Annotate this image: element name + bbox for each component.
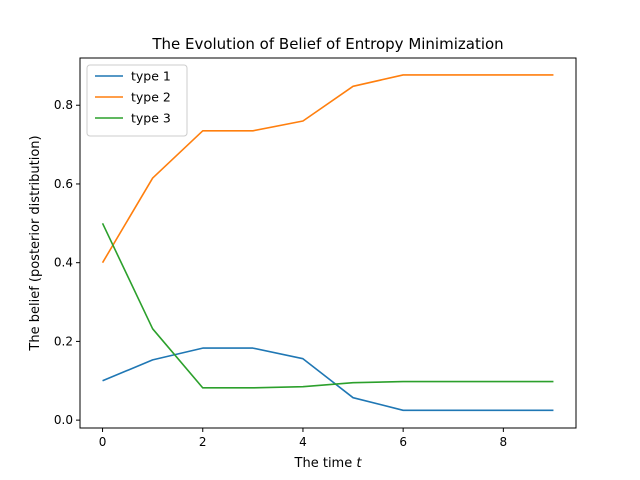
chart-title: The Evolution of Belief of Entropy Minim…	[151, 35, 503, 53]
x-axis-ticks: 0 2 4 6 8	[99, 428, 507, 449]
series-line-2	[101, 74, 554, 264]
y-tick-label: 0.2	[54, 334, 73, 348]
y-tick-label: 0.4	[54, 256, 73, 270]
legend-label-3: type 3	[131, 111, 171, 126]
plot-frame	[79, 57, 577, 429]
x-tick-label: 6	[399, 435, 407, 449]
x-tick-label: 2	[199, 435, 207, 449]
legend-label-2: type 2	[131, 90, 171, 105]
x-axis-label: The time t	[294, 456, 363, 471]
x-tick-label: 8	[500, 435, 508, 449]
x-tick-label: 0	[99, 435, 107, 449]
y-axis-label: The belief (posterior distribution)	[28, 135, 43, 351]
series-line-3	[101, 222, 554, 389]
legend: type 1 type 2 type 3	[86, 64, 188, 137]
x-axis-label-variable: t	[356, 456, 362, 471]
legend-label-1: type 1	[131, 69, 171, 84]
y-axis-ticks: 0.0 0.2 0.4 0.6 0.8	[54, 98, 80, 427]
y-tick-label: 0.8	[54, 98, 73, 112]
y-tick-label: 0.6	[54, 177, 73, 191]
y-tick-label: 0.0	[54, 413, 73, 427]
x-tick-label: 4	[299, 435, 307, 449]
series-line-1	[102, 347, 554, 412]
